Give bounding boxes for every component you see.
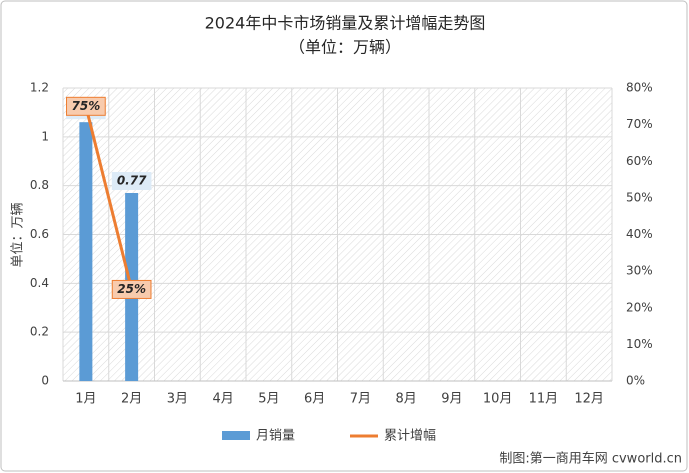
y2-tick-label: 40%	[626, 227, 653, 241]
x-tick-label: 11月	[529, 392, 559, 407]
data-label: 25%	[117, 282, 146, 296]
x-tick-label: 8月	[395, 392, 416, 407]
y-tick-label: 0.2	[30, 325, 49, 339]
y2-tick-label: 10%	[626, 337, 653, 351]
x-tick-label: 10月	[483, 392, 513, 407]
y-tick-label: 0.6	[30, 227, 49, 241]
y-tick-label: 0.4	[30, 276, 49, 290]
y-tick-label: 1	[41, 129, 49, 143]
line	[84, 105, 134, 290]
y2-tick-label: 50%	[626, 190, 653, 204]
data-label: 0.77	[117, 173, 147, 187]
y2-tick-label: 70%	[626, 117, 653, 131]
x-tick-label: 4月	[212, 392, 233, 407]
x-tick-label: 12月	[574, 392, 604, 407]
y-axis-label: 单位：万辆	[11, 202, 26, 267]
chart-title: 2024年中卡市场销量及累计增幅走势图	[205, 14, 486, 33]
legend-label: 累计增幅	[384, 429, 436, 444]
x-tick-label: 6月	[304, 392, 325, 407]
x-tick-label: 9月	[441, 392, 462, 407]
bar	[79, 122, 93, 381]
x-tick-label: 3月	[167, 392, 188, 407]
y2-tick-label: 30%	[626, 264, 653, 278]
data-label-box	[66, 96, 106, 116]
data-label-box	[111, 171, 152, 190]
x-tick-label: 1月	[75, 392, 96, 407]
y-tick-label: 0.8	[30, 178, 49, 192]
y2-tick-label: 60%	[626, 154, 653, 168]
source-note: 制图:第一商用车网 cvworld.cn	[499, 451, 682, 467]
y2-tick-label: 80%	[626, 81, 653, 95]
y2-tick-label: 20%	[626, 300, 653, 314]
y2-tick-label: 0%	[626, 374, 645, 388]
x-tick-label: 7月	[350, 392, 371, 407]
x-tick-label: 2月	[121, 392, 142, 407]
y-tick-label: 0	[41, 374, 49, 388]
data-label-box	[111, 279, 152, 299]
x-tick-label: 5月	[258, 392, 279, 407]
legend-label: 月销量	[256, 429, 295, 444]
y-tick-label: 1.2	[30, 81, 49, 95]
data-label: 75%	[72, 99, 101, 113]
legend-swatch	[222, 431, 250, 440]
chart-subtitle: （单位：万辆）	[289, 38, 401, 57]
